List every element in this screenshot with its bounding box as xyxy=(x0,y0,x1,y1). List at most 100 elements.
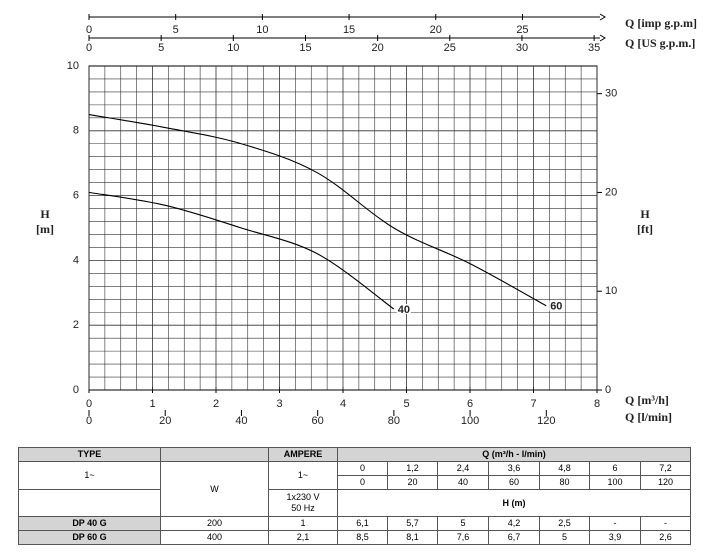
table-row: 1~ W 1~ 0 1,2 2,4 3,6 4,8 6 7,2 xyxy=(18,461,692,517)
table-cell: 1,2 xyxy=(387,461,438,476)
y-axis-label: H xyxy=(40,207,50,221)
table-cell: 8,5 xyxy=(337,530,388,545)
table-cell: 2,1 xyxy=(268,530,338,545)
spec-table: TYPE AMPERE Q (m³/h - l/min) 1~ W 1~ 0 1,2 2,4 3,… xyxy=(18,447,692,545)
table-cell: 5,7 xyxy=(387,516,438,531)
x-tick-label: 5 xyxy=(403,398,409,410)
table-row: DP 60 G 400 2,1 8,5 8,1 7,6 6,7 5 3,9 2,6 xyxy=(18,530,692,545)
x-tick-label: 15 xyxy=(299,42,311,54)
table-cell: 40 xyxy=(437,475,489,490)
table-cell: 100 xyxy=(589,475,641,490)
x-tick-label: 20 xyxy=(430,24,442,36)
table-cell: 6,7 xyxy=(488,530,540,545)
x-axis-label: Q [l/min] xyxy=(625,410,672,424)
x-tick-label: 5 xyxy=(173,24,179,36)
table-cell: 4,8 xyxy=(539,461,590,476)
y-tick-label: 4 xyxy=(73,254,79,266)
table-cell: 7,2 xyxy=(639,461,692,476)
x-tick-label: 0 xyxy=(86,24,92,36)
table-cell: DP 60 G xyxy=(18,530,161,545)
table-cell: 2,5 xyxy=(539,516,590,531)
table-cell: 6,1 xyxy=(337,516,388,531)
x-tick-label: 6 xyxy=(467,398,473,410)
x-tick-label: 40 xyxy=(235,415,247,427)
table-cell: 3,6 xyxy=(488,461,540,476)
y2-axis-unit: [ft] xyxy=(637,222,653,236)
table-cell: DP 40 G xyxy=(18,516,161,531)
x-tick-label: 0 xyxy=(86,398,92,410)
x-tick-label: 25 xyxy=(444,42,456,54)
x-tick-label: 60 xyxy=(312,415,324,427)
y2-tick-label: 30 xyxy=(605,88,617,100)
table-cell: 2,4 xyxy=(437,461,489,476)
table-cell: 5 xyxy=(539,530,590,545)
table-cell: - xyxy=(589,516,641,531)
table-row: TYPE AMPERE Q (m³/h - l/min) xyxy=(18,447,692,462)
table-cell: 20 xyxy=(387,475,438,490)
x-tick-label: 0 xyxy=(86,415,92,427)
curve-label: 40 xyxy=(398,304,410,316)
supply-line: 50 Hz xyxy=(291,503,315,513)
x-tick-label: 120 xyxy=(537,415,555,427)
table-cell: AMPERE xyxy=(268,447,338,462)
y2-axis-label: H xyxy=(640,207,650,221)
y-axis-unit: [m] xyxy=(36,222,54,236)
x-tick-label: 100 xyxy=(461,415,479,427)
table-cell: Q (m³/h - l/min) xyxy=(336,447,692,462)
x-tick-label: 7 xyxy=(530,398,536,410)
x-tick-label: 20 xyxy=(372,42,384,54)
x-tick-label: 10 xyxy=(256,24,268,36)
x-tick-label: 5 xyxy=(158,42,164,54)
y-tick-label: 10 xyxy=(67,60,79,72)
table-cell: 8,1 xyxy=(387,530,438,545)
table-cell: 0 xyxy=(337,461,388,476)
x-tick-label: 15 xyxy=(343,24,355,36)
table-cell: 0 xyxy=(337,475,388,490)
table-cell: 5 xyxy=(437,516,489,531)
x-tick-label: 3 xyxy=(276,398,282,410)
x-tick-label: 4 xyxy=(340,398,346,410)
x-axis-label: Q [imp g.p.m] xyxy=(625,16,697,30)
x-axis-label: Q [m³/h] xyxy=(625,393,669,407)
y2-tick-label: 0 xyxy=(605,384,611,396)
x-tick-label: 25 xyxy=(516,24,528,36)
x-tick-label: 1 xyxy=(149,398,155,410)
axis-arrow xyxy=(599,13,606,21)
table-cell: 80 xyxy=(539,475,590,490)
x-tick-label: 20 xyxy=(159,415,171,427)
table-row: DP 40 G 200 1 6,1 5,7 5 4,2 2,5- - xyxy=(18,516,692,531)
y2-tick-label: 10 xyxy=(605,285,617,297)
table-cell: 400 xyxy=(160,530,269,545)
y2-tick-label: 20 xyxy=(605,186,617,198)
table-cell: 6 xyxy=(589,461,641,476)
x-axis-label: Q [US g.p.m.] xyxy=(625,36,695,50)
x-tick-label: 8 xyxy=(594,398,600,410)
table-cell: 2,6 xyxy=(639,530,692,545)
table-cell: TYPE xyxy=(18,447,161,462)
x-tick-label: 35 xyxy=(588,42,600,54)
x-tick-label: 80 xyxy=(388,415,400,427)
table-cell xyxy=(160,447,269,462)
x-tick-label: 0 xyxy=(86,42,92,54)
table-cell: 3,9 xyxy=(589,530,641,545)
table-cell: W xyxy=(160,461,269,517)
curve-label-bg xyxy=(396,304,411,314)
curve-label: 60 xyxy=(550,301,562,313)
pump-curve xyxy=(88,114,547,307)
table-cell xyxy=(18,489,161,517)
table-cell: 1 xyxy=(268,516,338,531)
table-cell: 1~ xyxy=(268,461,338,490)
y-tick-label: 0 xyxy=(73,384,79,396)
table-cell: 60 xyxy=(488,475,540,490)
y-tick-label: 8 xyxy=(73,125,79,137)
table-cell: 1x230 V 50 Hz xyxy=(268,489,338,517)
x-tick-label: 30 xyxy=(516,42,528,54)
table-cell: - xyxy=(639,516,692,531)
table-row: 1x230 V 50 Hz H (m) xyxy=(18,489,692,517)
axis-arrow xyxy=(599,34,606,42)
curve-label-bg xyxy=(549,300,564,311)
table-cell: H (m) xyxy=(336,489,692,517)
y-tick-label: 6 xyxy=(73,190,79,202)
